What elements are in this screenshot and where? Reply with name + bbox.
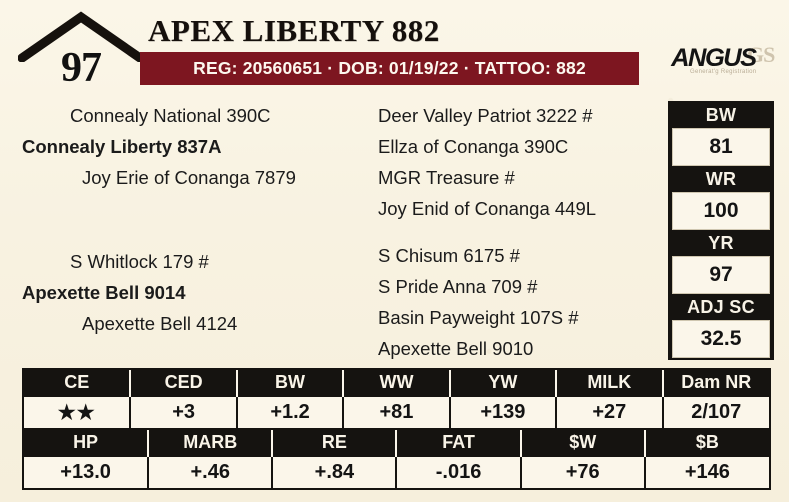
- epd-value-ce: ★★: [24, 395, 131, 428]
- epd-header-ww: WW: [342, 370, 450, 396]
- epd-header-dollar-w: $W: [519, 430, 645, 456]
- epd-value-milk: +27: [555, 395, 663, 428]
- epd-value-damnr: 2/107: [661, 395, 769, 428]
- measurement-value-wr: 100: [672, 192, 770, 230]
- pedigree-great-6: S Pride Anna 709 #: [378, 276, 538, 297]
- lot-header: 97 APEX LIBERTY 882 REG: 20560651 · DOB:…: [0, 0, 789, 96]
- table-row: ★★ +3 +1.2 +81 +139 +27 2/107: [24, 395, 769, 428]
- measurement-stack: BW 81 WR 100 YR 97 ADJ SC 32.5: [668, 101, 774, 360]
- pedigree-grandsire-sire: Connealy National 390C: [70, 105, 271, 126]
- pedigree-granddam-dam: Apexette Bell 4124: [82, 313, 238, 334]
- epd-header-ced: CED: [129, 370, 237, 396]
- measurement-label-yr: YR: [708, 233, 734, 253]
- pedigree-dam-great-column: S Chisum 6175 # S Pride Anna 709 # Basin…: [378, 240, 660, 364]
- epd-value-re: +.84: [271, 455, 397, 488]
- pedigree-panel: Connealy National 390C Connealy Liberty …: [0, 100, 660, 360]
- measurement-label-wr: WR: [705, 169, 737, 189]
- measurement-label-bw: BW: [705, 105, 737, 125]
- epd-table-primary: CE CED BW WW YW MILK Dam NR ★★ +3 +1.2 +…: [22, 368, 771, 430]
- epd-header-marb: MARB: [147, 430, 273, 456]
- epd-header-milk: MILK: [555, 370, 663, 396]
- lot-number: 97: [61, 45, 102, 91]
- epd-header-dollar-b: $B: [643, 430, 769, 456]
- pedigree-great-4: Joy Enid of Conanga 449L: [378, 198, 597, 219]
- pedigree-sire: Connealy Liberty 837A: [22, 136, 222, 157]
- table-row: +13.0 +.46 +.84 -.016 +76 +146: [24, 455, 769, 488]
- angus-gs-mark: GS: [747, 42, 775, 67]
- pedigree-great-3: MGR Treasure #: [378, 167, 515, 188]
- table-row: HP MARB RE FAT $W $B: [24, 430, 769, 456]
- epd-value-dollar-b: +146: [643, 455, 769, 488]
- epd-value-dollar-w: +76: [519, 455, 645, 488]
- angus-logo: GS ANGUS Generat'g Registration: [671, 42, 784, 82]
- registration-text: REG: 20560651 · DOB: 01/19/22 · TATTOO: …: [193, 58, 586, 78]
- pedigree-grandsire-dam: S Whitlock 179 #: [70, 251, 209, 272]
- epd-value-ced: +3: [129, 395, 237, 428]
- angus-tagline: Generat'g Registration: [690, 69, 757, 75]
- pedigree-great-8: Apexette Bell 9010: [378, 338, 534, 359]
- epd-value-ww: +81: [342, 395, 450, 428]
- epd-header-hp: HP: [24, 430, 149, 456]
- measurement-value-bw: 81: [672, 128, 770, 166]
- lot-number-block: 97: [18, 4, 144, 96]
- pedigree-sire-great-column: Deer Valley Patriot 3222 # Ellza of Cona…: [378, 100, 660, 224]
- epd-header-re: RE: [271, 430, 397, 456]
- chevron-peak-icon: [18, 11, 144, 62]
- epd-header-damnr: Dam NR: [661, 370, 769, 396]
- measurement-value-yr: 97: [672, 256, 770, 294]
- epd-header-yw: YW: [448, 370, 557, 396]
- epd-header-ce: CE: [24, 370, 131, 396]
- pedigree-dam-column: S Whitlock 179 # Apexette Bell 9014 Apex…: [22, 246, 362, 339]
- animal-name-title: APEX LIBERTY 882: [148, 13, 440, 48]
- epd-value-bw: +1.2: [235, 395, 344, 428]
- pedigree-granddam-sire: Joy Erie of Conanga 7879: [82, 167, 296, 188]
- epd-value-yw: +139: [448, 395, 557, 428]
- pedigree-great-7: Basin Payweight 107S #: [378, 307, 579, 328]
- pedigree-great-5: S Chisum 6175 #: [378, 245, 520, 266]
- epd-header-bw: BW: [235, 370, 344, 396]
- pedigree-great-1: Deer Valley Patriot 3222 #: [378, 105, 593, 126]
- registration-bar: REG: 20560651 · DOB: 01/19/22 · TATTOO: …: [140, 52, 639, 85]
- epd-table-secondary: HP MARB RE FAT $W $B +13.0 +.46 +.84 -.0…: [22, 428, 771, 490]
- pedigree-great-2: Ellza of Conanga 390C: [378, 136, 569, 157]
- measurement-value-adjsc: 32.5: [672, 320, 770, 358]
- epd-value-hp: +13.0: [24, 455, 149, 488]
- measurement-label-adjsc: ADJ SC: [687, 297, 755, 317]
- table-row: CE CED BW WW YW MILK Dam NR: [24, 370, 769, 396]
- epd-value-fat: -.016: [395, 455, 521, 488]
- pedigree-sire-column: Connealy National 390C Connealy Liberty …: [22, 100, 362, 193]
- epd-value-marb: +.46: [147, 455, 273, 488]
- epd-header-fat: FAT: [395, 430, 521, 456]
- pedigree-dam: Apexette Bell 9014: [22, 282, 186, 303]
- angus-wordmark: ANGUS: [671, 44, 757, 72]
